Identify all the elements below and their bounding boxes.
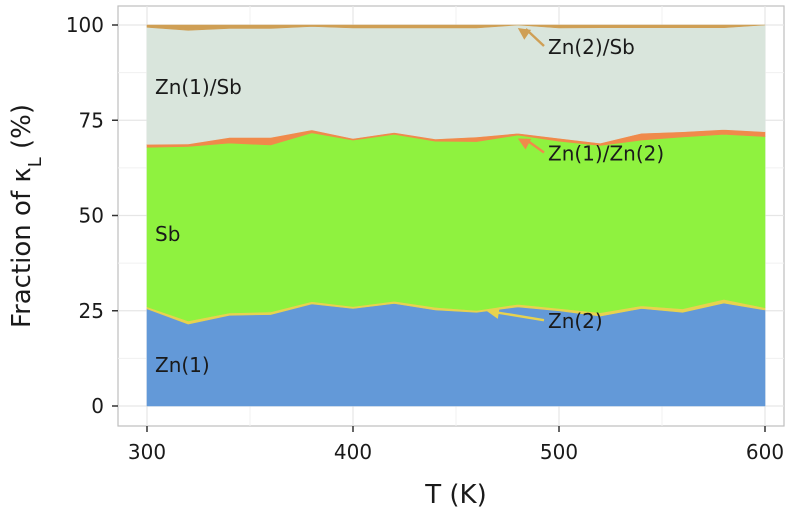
series-labels: Zn(1) Sb Zn(1)/Sb [155, 75, 242, 377]
area-zn-1 [146, 302, 766, 407]
annotation-label: Zn(1)/Zn(2) [548, 142, 664, 166]
x-tick-label: 500 [540, 440, 578, 464]
annotation-arrow-head [517, 138, 532, 150]
series-label: Sb [155, 222, 180, 246]
y-tick-label: 50 [79, 204, 104, 228]
area-series [146, 24, 766, 407]
annotation-arrow-head [517, 28, 532, 40]
x-axis-title: T (K) [424, 480, 486, 510]
axis-ticks: 300 400 500 600 0 25 50 75 100 [66, 13, 784, 464]
y-tick-label: 0 [91, 394, 104, 418]
series-label: Zn(1) [155, 353, 210, 377]
x-tick-label: 600 [746, 440, 784, 464]
annotation-label: Zn(2) [548, 309, 603, 333]
annotation-arrow-head [486, 307, 500, 319]
area-sb [146, 132, 766, 322]
series-label: Zn(1)/Sb [155, 75, 242, 99]
annotation: Zn(2)/Sb [517, 28, 635, 59]
area-zn-2-sb [146, 24, 766, 31]
annotation-label: Zn(2)/Sb [548, 35, 635, 59]
x-tick-label: 300 [128, 440, 166, 464]
y-axis-title: Fraction of κL (%) [7, 104, 46, 328]
x-tick-label: 400 [334, 440, 372, 464]
annotations: Zn(2)/Sb Zn(1)/Zn(2) Zn(2) [486, 28, 664, 333]
annotation-arrow-line [494, 310, 545, 322]
y-tick-label: 25 [79, 299, 104, 323]
y-tick-label: 100 [66, 13, 104, 37]
annotation: Zn(1)/Zn(2) [517, 138, 664, 166]
y-tick-label: 75 [79, 108, 104, 132]
annotation: Zn(2) [486, 307, 603, 333]
